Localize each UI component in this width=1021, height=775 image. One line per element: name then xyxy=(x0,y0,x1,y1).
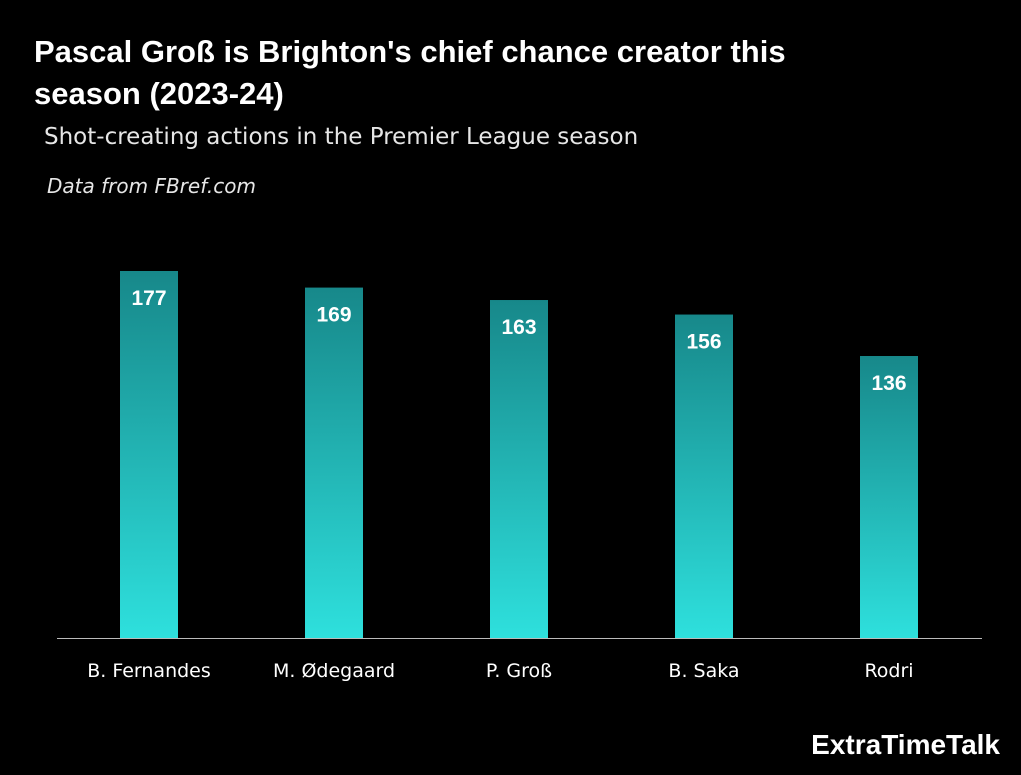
data-label-0: 177 xyxy=(131,287,166,310)
bars-group: 177 169 163 156 136 xyxy=(120,271,918,638)
category-label-3: B. Saka xyxy=(668,660,739,682)
data-label-1: 169 xyxy=(316,304,351,327)
bar-4 xyxy=(860,356,918,638)
chart-subtitle: Shot-creating actions in the Premier Lea… xyxy=(44,124,639,150)
brand-watermark: ExtraTimeTalk xyxy=(811,729,1000,760)
data-label-3: 156 xyxy=(686,331,721,354)
bar-3 xyxy=(675,314,733,638)
category-labels-group: B. Fernandes M. Ødegaard P. Groß B. Saka Rod… xyxy=(87,660,913,682)
data-label-4: 136 xyxy=(871,372,906,395)
category-label-1: M. Ødegaard xyxy=(273,660,395,682)
category-label-0: B. Fernandes xyxy=(87,660,211,682)
category-label-2: P. Groß xyxy=(486,660,552,682)
category-label-4: Rodri xyxy=(864,660,913,682)
data-source-note: Data from FBref.com xyxy=(47,174,256,198)
bar-1 xyxy=(305,287,363,638)
bar-2 xyxy=(490,300,548,638)
chart-title: Pascal Groß is Brighton's chief chance c… xyxy=(34,34,786,111)
data-label-2: 163 xyxy=(501,316,536,339)
bar-0 xyxy=(120,271,178,638)
